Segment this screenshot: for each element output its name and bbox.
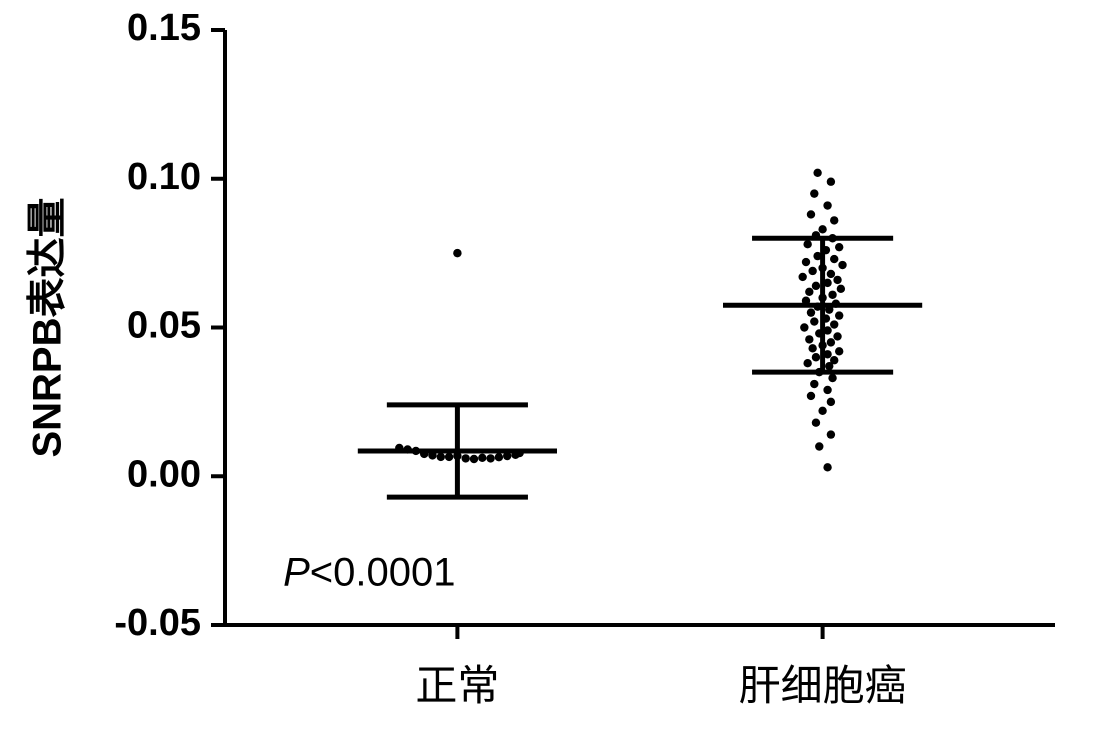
data-point [832, 300, 840, 308]
data-point [470, 455, 478, 463]
data-point [827, 338, 835, 346]
data-point [827, 430, 835, 438]
data-point [813, 302, 821, 310]
data-point [486, 454, 494, 462]
data-point [828, 234, 836, 242]
data-point [833, 276, 841, 284]
data-point [830, 216, 838, 224]
data-point [515, 449, 523, 457]
data-point [445, 453, 453, 461]
data-point [808, 344, 816, 352]
data-point [815, 368, 823, 376]
data-point [812, 282, 820, 290]
data-point [828, 291, 836, 299]
data-point [478, 454, 486, 462]
data-point [503, 452, 511, 460]
data-point [827, 398, 835, 406]
data-point [823, 326, 831, 334]
data-point [800, 323, 808, 331]
data-point [822, 246, 830, 254]
data-point [818, 294, 826, 302]
data-point [807, 308, 815, 316]
data-point [825, 362, 833, 370]
data-point [828, 374, 836, 382]
data-point [837, 285, 845, 293]
data-point [830, 255, 838, 263]
data-point [813, 252, 821, 260]
snrpb-expression-chart: -0.05 0.00 0.05 0.10 0.15 SNRPB表达量正常 肝细胞癌 P<0.0… [0, 0, 1109, 748]
pvalue-annotation: P<0.0001 [283, 550, 455, 594]
data-point [823, 463, 831, 471]
data-point [807, 392, 815, 400]
x-category-label: 肝细胞癌 [739, 662, 907, 709]
data-point [825, 305, 833, 313]
data-point [823, 279, 831, 287]
data-point [830, 320, 838, 328]
data-point [818, 225, 826, 233]
data-point [813, 169, 821, 177]
data-point [815, 442, 823, 450]
data-point [835, 243, 843, 251]
data-point [822, 314, 830, 322]
data-point [812, 353, 820, 361]
data-point [453, 249, 461, 257]
y-tick-label: 0.05 [127, 305, 201, 347]
data-point [403, 445, 411, 453]
y-tick-label: -0.05 [114, 602, 201, 644]
data-point [823, 201, 831, 209]
data-point [420, 450, 428, 458]
data-point [818, 341, 826, 349]
x-category-label: 正常 [415, 662, 499, 709]
y-axis-label: SNRPB表达量 [26, 197, 70, 457]
data-point [810, 317, 818, 325]
y-tick-label: 0.15 [127, 7, 201, 49]
data-point [803, 240, 811, 248]
data-point [808, 267, 816, 275]
data-point [395, 444, 403, 452]
data-point [827, 270, 835, 278]
data-point [453, 452, 461, 460]
data-point [833, 332, 841, 340]
data-point [807, 210, 815, 218]
data-point [818, 407, 826, 415]
data-point [803, 359, 811, 367]
data-point [412, 447, 420, 455]
y-tick-label: 0.10 [127, 156, 201, 198]
data-point [812, 231, 820, 239]
data-point [823, 350, 831, 358]
data-point [437, 453, 445, 461]
data-point [818, 264, 826, 272]
data-point [810, 380, 818, 388]
data-point [838, 261, 846, 269]
data-point [815, 329, 823, 337]
data-point [495, 453, 503, 461]
data-point [428, 451, 436, 459]
y-tick-label: 0.00 [127, 453, 201, 495]
data-point [462, 454, 470, 462]
data-point [802, 258, 810, 266]
data-point [823, 386, 831, 394]
data-point [805, 335, 813, 343]
data-point [835, 347, 843, 355]
data-point [810, 189, 818, 197]
data-point [827, 178, 835, 186]
data-point [812, 419, 820, 427]
data-point [805, 288, 813, 296]
data-point [835, 311, 843, 319]
data-point [798, 273, 806, 281]
data-point [802, 297, 810, 305]
